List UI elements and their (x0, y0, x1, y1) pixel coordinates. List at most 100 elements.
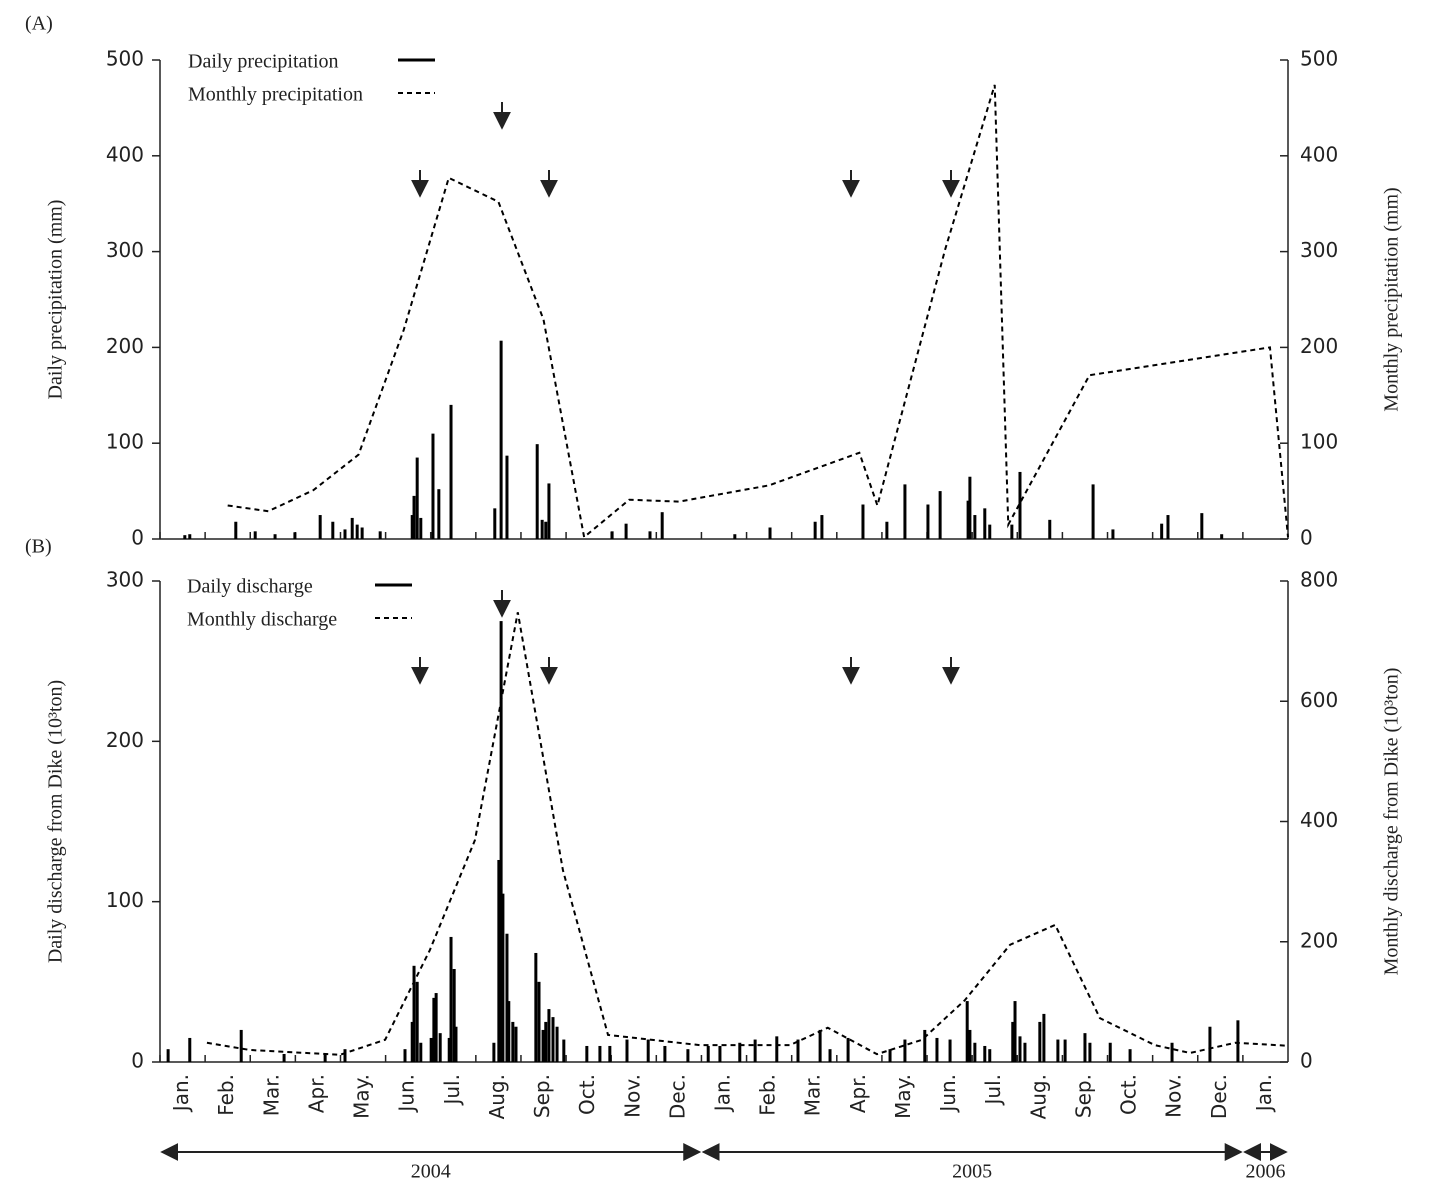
y2-tick-label: 400 (1300, 142, 1338, 166)
bar (429, 1037, 433, 1062)
bar (1128, 1049, 1132, 1062)
y2-tick-label: 600 (1300, 688, 1338, 712)
bar (541, 1029, 545, 1062)
y2-tick-label: 0 (1300, 1049, 1313, 1073)
x-tick-label: Jun. (395, 1074, 419, 1114)
y2-tick-label: 500 (1300, 47, 1338, 71)
bar (1038, 1021, 1042, 1062)
bar (1063, 1039, 1067, 1062)
bar (239, 1029, 243, 1062)
x-tick-label: Jul. (440, 1074, 464, 1107)
bar (648, 531, 652, 539)
x-tick-label: Apr. (304, 1074, 328, 1113)
bar (1042, 1013, 1046, 1062)
bar (768, 527, 772, 539)
bar (540, 519, 544, 539)
x-tick-label: Jul. (981, 1074, 1005, 1107)
bar (449, 936, 453, 1062)
bar (820, 515, 824, 539)
bar (544, 1021, 548, 1062)
bar (1108, 1042, 1112, 1062)
bar (738, 1042, 742, 1062)
bar (454, 1026, 458, 1062)
bar (343, 529, 347, 539)
bar (733, 534, 737, 539)
bar (282, 1053, 286, 1062)
bar (410, 515, 414, 539)
y-tick-label: 0 (131, 1049, 144, 1073)
bar (555, 1026, 559, 1062)
bar (828, 1049, 832, 1062)
bar (1091, 484, 1095, 539)
bar (660, 512, 664, 539)
y-tick-label: 400 (106, 142, 144, 166)
y2-tick-label: 200 (1300, 334, 1338, 358)
y-axis-label: Daily discharge from Dike (10³ton) (45, 680, 67, 963)
bar (585, 1045, 589, 1062)
bar (608, 1045, 612, 1062)
x-tick-label: Apr. (846, 1074, 870, 1113)
bar (1111, 529, 1115, 539)
bar (888, 1049, 892, 1062)
x-tick-label: Nov. (1162, 1074, 1186, 1118)
bar (438, 1033, 442, 1062)
bar (331, 521, 335, 539)
x-tick-label: Aug. (485, 1074, 509, 1119)
bar (188, 534, 192, 539)
bar (1056, 1039, 1060, 1062)
bar (447, 1037, 451, 1062)
bar (505, 455, 509, 539)
bar (493, 508, 497, 539)
bar (861, 504, 865, 539)
y-tick-label: 300 (106, 568, 144, 592)
y-tick-label: 100 (106, 888, 144, 912)
bar (983, 1045, 987, 1062)
bar (923, 1029, 927, 1062)
bar (686, 1049, 690, 1062)
x-tick-label: Oct. (1117, 1074, 1141, 1115)
monthly-line (206, 612, 1289, 1056)
bar (753, 1039, 757, 1062)
y2-axis-label: Monthly discharge from Dike (10³ton) (1381, 668, 1403, 976)
bar (965, 1001, 969, 1062)
bar (903, 484, 907, 539)
bar (610, 531, 614, 539)
bar (497, 859, 501, 1062)
bar (419, 517, 423, 539)
legend-label: Daily discharge (187, 576, 313, 598)
bar (293, 532, 297, 539)
bar (415, 981, 419, 1062)
bar (846, 1037, 850, 1062)
bar (1088, 1042, 1092, 1062)
bar (1011, 1021, 1015, 1062)
x-tick-label: Jan. (169, 1074, 193, 1113)
year-label: 2005 (952, 1161, 992, 1183)
bar (598, 1045, 602, 1062)
x-tick-label: Oct. (575, 1074, 599, 1115)
legend-label: Monthly discharge (187, 609, 337, 631)
bar (431, 433, 435, 539)
x-tick-label: Jun. (936, 1074, 960, 1114)
bar (926, 504, 930, 539)
x-tick-label: Mar. (801, 1074, 825, 1116)
bar (188, 1037, 192, 1062)
y2-tick-label: 200 (1300, 928, 1338, 952)
bar (663, 1045, 667, 1062)
year-label: 2004 (411, 1161, 451, 1183)
bar (1208, 1026, 1212, 1062)
y-axis-label: Daily precipitation (mm) (45, 200, 67, 400)
bar (350, 517, 354, 539)
bar (499, 621, 503, 1062)
bar (1013, 1001, 1017, 1062)
bar (796, 1039, 800, 1062)
bar (437, 489, 441, 539)
y-tick-label: 500 (106, 47, 144, 71)
bar (547, 1009, 551, 1062)
x-tick-label: May. (891, 1074, 915, 1119)
bar (547, 483, 551, 539)
x-tick-label: Jan. (711, 1074, 735, 1113)
monthly-line (227, 84, 1289, 539)
y-tick-label: 200 (106, 334, 144, 358)
bar (646, 1039, 650, 1062)
